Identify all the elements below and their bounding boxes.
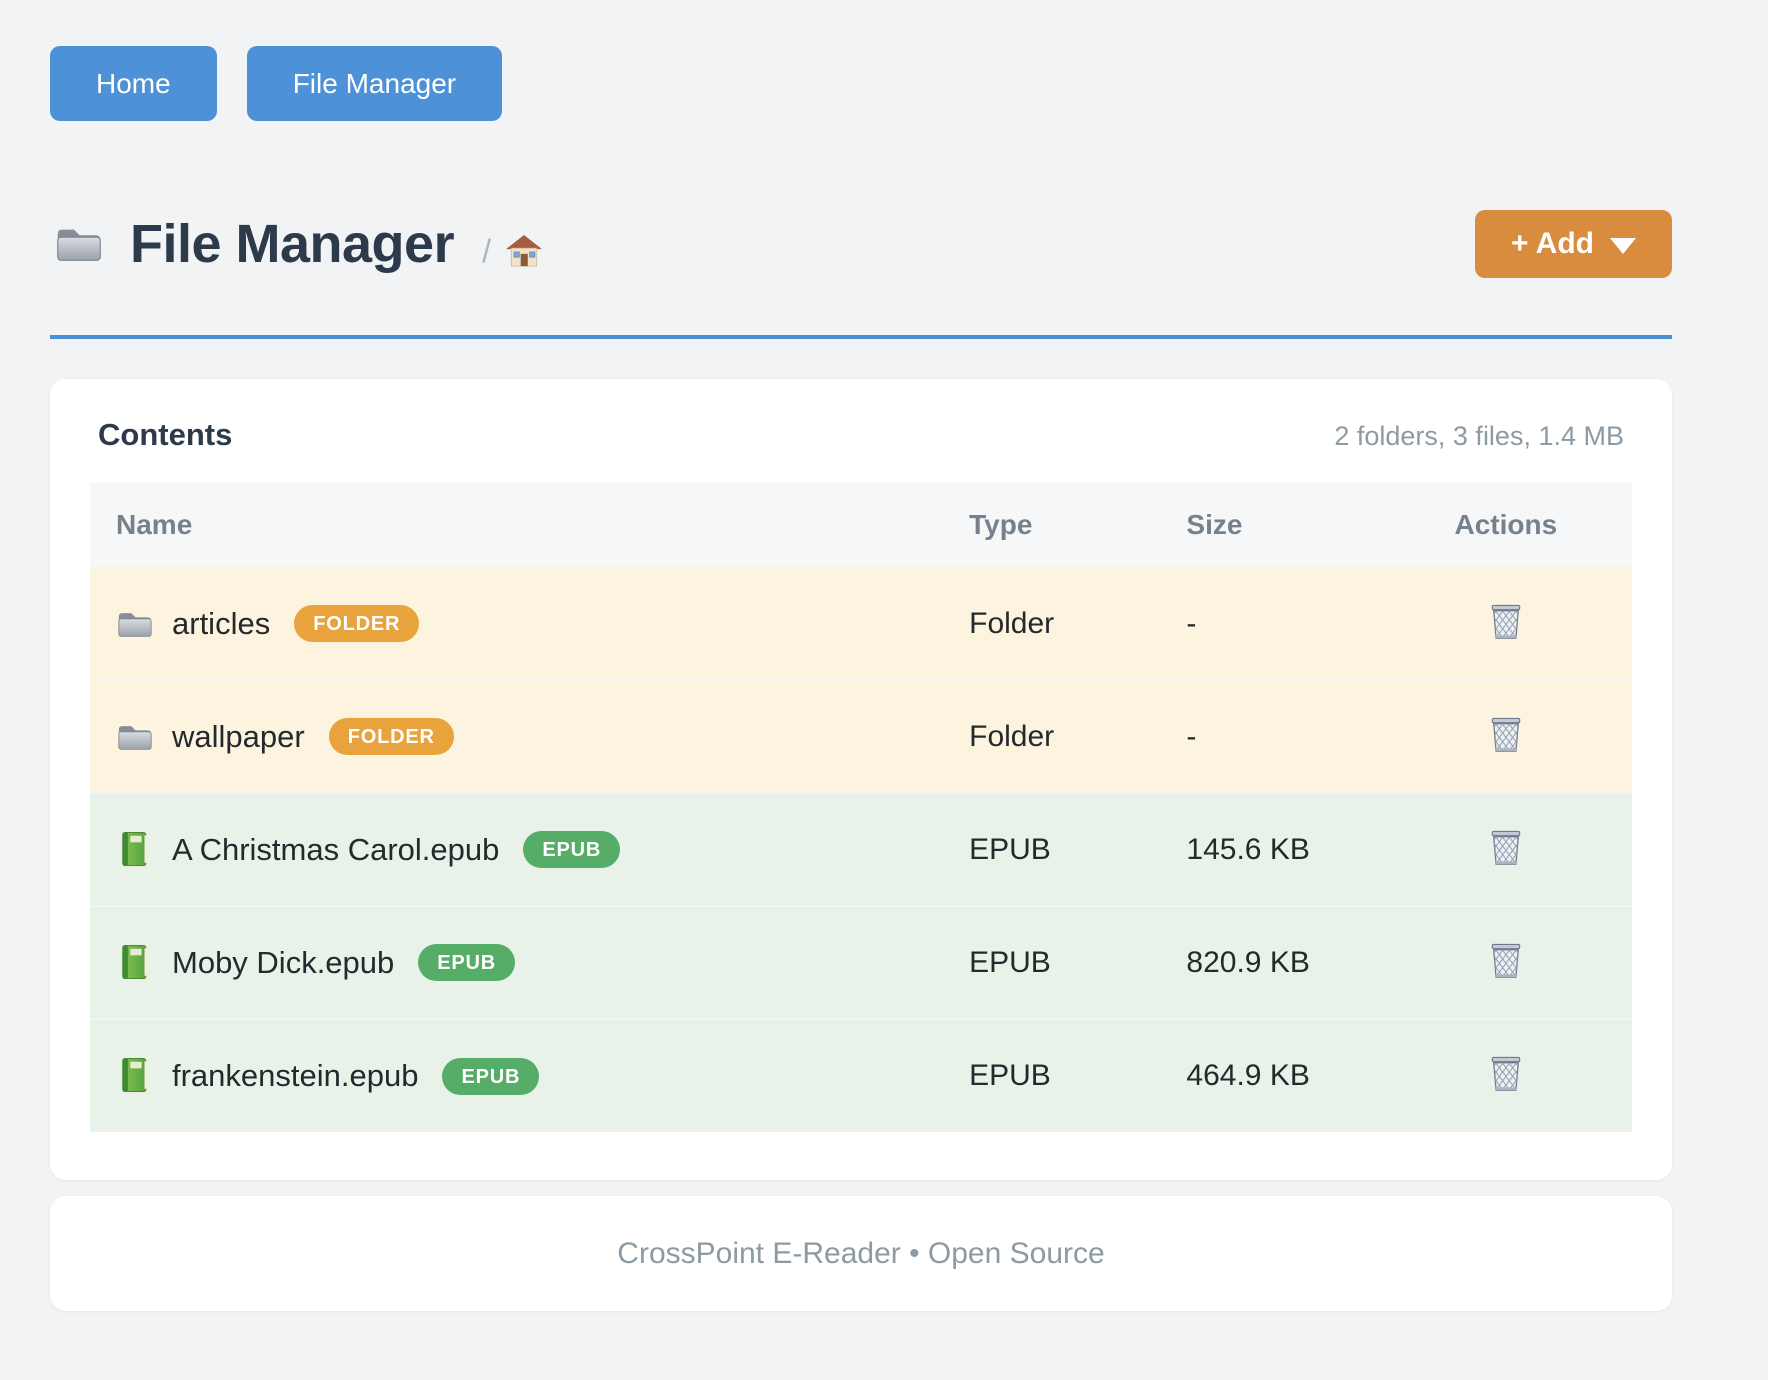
delete-button[interactable] — [1485, 712, 1527, 758]
file-table: Name Type Size Actions articles FOLDER F… — [90, 483, 1632, 1132]
type-badge: EPUB — [418, 944, 516, 981]
trash-icon — [1489, 716, 1523, 754]
add-button[interactable]: + Add — [1474, 210, 1672, 278]
header-divider — [50, 335, 1672, 339]
trash-icon — [1489, 942, 1523, 980]
type-badge: FOLDER — [294, 605, 420, 642]
home-nav-button[interactable]: Home — [50, 46, 217, 121]
file-name[interactable]: Moby Dick.epub — [172, 944, 395, 980]
delete-button[interactable] — [1485, 1051, 1527, 1097]
table-row: Moby Dick.epub EPUB EPUB 820.9 KB — [90, 906, 1632, 1019]
folder-icon — [116, 718, 154, 756]
file-type: EPUB — [969, 945, 1051, 979]
table-row: articles FOLDER Folder - — [90, 567, 1632, 680]
column-header-type: Type — [969, 508, 1033, 540]
table-row: frankenstein.epub EPUB EPUB 464.9 KB — [90, 1019, 1632, 1132]
breadcrumb-separator: / — [482, 232, 491, 269]
epub-book-icon — [116, 831, 154, 869]
contents-card: Contents 2 folders, 3 files, 1.4 MB Name… — [50, 379, 1672, 1180]
footer-text: CrossPoint E-Reader • Open Source — [617, 1236, 1105, 1270]
contents-title: Contents — [98, 417, 233, 452]
column-header-name: Name — [116, 508, 193, 540]
file-size: 820.9 KB — [1186, 945, 1310, 979]
table-row: wallpaper FOLDER Folder - — [90, 680, 1632, 793]
table-header-row: Name Type Size Actions — [90, 483, 1632, 567]
home-icon[interactable] — [505, 234, 543, 268]
file-type: Folder — [969, 606, 1055, 640]
delete-button[interactable] — [1485, 938, 1527, 984]
column-header-actions: Actions — [1454, 508, 1558, 540]
type-badge: FOLDER — [328, 718, 454, 755]
trash-icon — [1489, 1055, 1523, 1093]
trash-icon — [1489, 829, 1523, 867]
table-row: A Christmas Carol.epub EPUB EPUB 145.6 K… — [90, 793, 1632, 906]
column-header-size: Size — [1186, 508, 1243, 540]
file-manager-nav-button[interactable]: File Manager — [246, 46, 503, 121]
breadcrumb: / — [482, 233, 543, 270]
file-size: - — [1186, 719, 1197, 753]
file-name[interactable]: A Christmas Carol.epub — [172, 831, 500, 867]
page-title: File Manager — [130, 214, 455, 274]
title-group: File Manager / — [50, 213, 543, 275]
page: Home File Manager File Manager / + Add C… — [50, 0, 1672, 1311]
file-name[interactable]: frankenstein.epub — [172, 1058, 419, 1093]
file-name[interactable]: wallpaper — [172, 718, 305, 754]
folder-icon — [50, 219, 108, 269]
type-badge: EPUB — [442, 1057, 540, 1095]
caret-down-icon — [1610, 237, 1636, 254]
delete-button[interactable] — [1485, 825, 1527, 871]
trash-icon — [1489, 603, 1523, 641]
file-size: - — [1186, 606, 1197, 640]
file-type: Folder — [969, 719, 1055, 753]
page-header: File Manager / + Add — [50, 201, 1672, 287]
delete-button[interactable] — [1485, 599, 1527, 645]
folder-icon — [116, 605, 154, 643]
file-type: EPUB — [969, 832, 1051, 866]
file-type: EPUB — [969, 1059, 1051, 1092]
file-size: 145.6 KB — [1186, 832, 1310, 866]
top-nav: Home File Manager — [50, 46, 1672, 121]
type-badge: EPUB — [523, 831, 621, 868]
epub-book-icon — [116, 944, 154, 982]
file-size: 464.9 KB — [1186, 1059, 1310, 1092]
add-button-label: + Add — [1510, 227, 1594, 260]
file-table-body: articles FOLDER Folder - wallpaper FOLDE… — [90, 567, 1632, 1132]
epub-book-icon — [116, 1057, 154, 1095]
file-name[interactable]: articles — [172, 605, 271, 641]
footer: CrossPoint E-Reader • Open Source — [50, 1196, 1672, 1311]
contents-summary: 2 folders, 3 files, 1.4 MB — [1334, 421, 1624, 451]
